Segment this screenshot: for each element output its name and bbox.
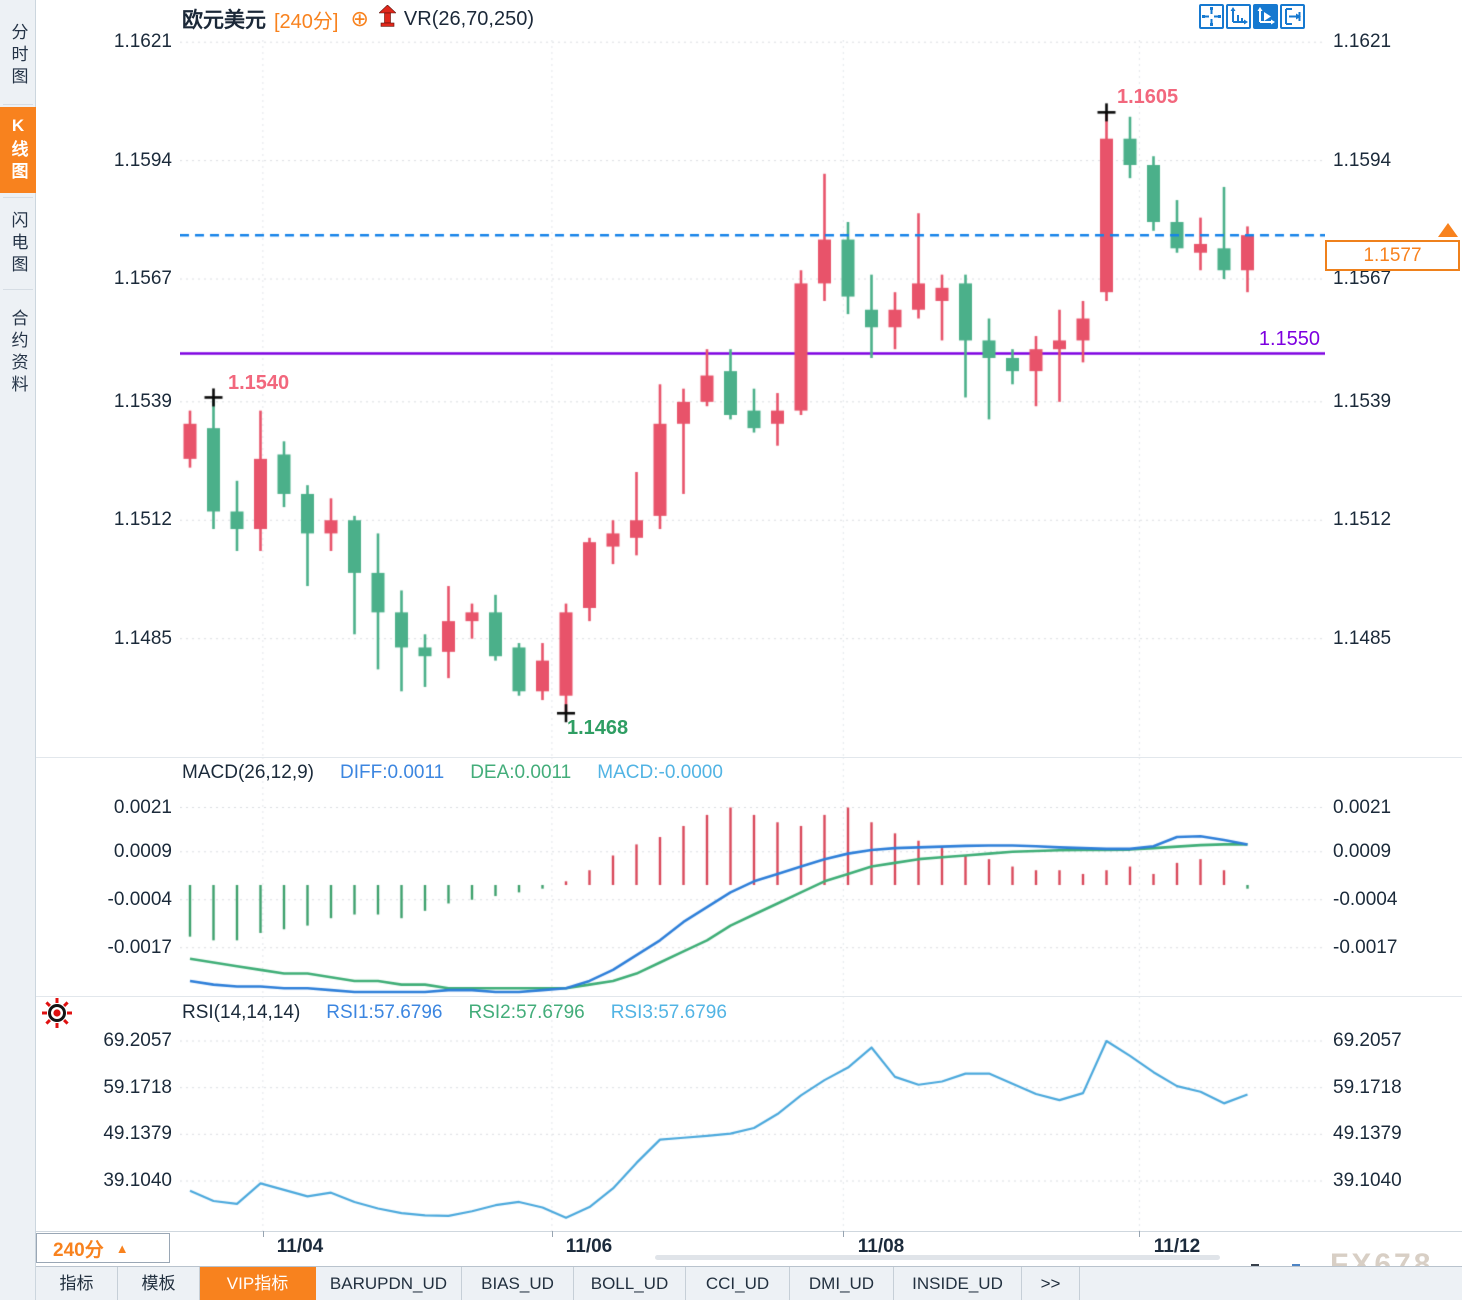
price-axis-label-left: 1.1539: [113, 390, 172, 412]
red-up-arrow-icon: [378, 4, 397, 33]
artifact-dash: [1251, 1264, 1259, 1267]
price-axis-label-right: 1.1621: [1333, 31, 1392, 53]
indicator-tab-bar: 指标 模板 VIP指标 BARUPDN_UD BIAS_UD BOLL_UD CCI_UD D…: [36, 1266, 1462, 1300]
swing-low-label-11468: 1.1468: [567, 717, 629, 739]
macd-axis-label-left: -0.0004: [107, 888, 172, 910]
rsi-title: RSI(14,14,14): [182, 1002, 301, 1023]
price-axis-label-right: 1.1485: [1333, 627, 1392, 649]
price-axis-label-right: 1.1539: [1333, 390, 1392, 412]
rsi-axis-label-left: 59.1718: [103, 1076, 172, 1098]
sidebar-separator: [3, 197, 33, 198]
tab-9[interactable]: INSIDE_UD: [894, 1267, 1022, 1300]
price-axis-label-right: 1.1567: [1333, 268, 1392, 290]
tab-5[interactable]: BIAS_UD: [462, 1267, 574, 1300]
date-axis-label: 11/12: [1153, 1236, 1201, 1257]
macd-axis-label-right: 0.0009: [1333, 840, 1392, 862]
artifact-dash: [1292, 1264, 1300, 1267]
macd-axis-label-right: -0.0004: [1333, 888, 1398, 910]
rsi-panel-canvas[interactable]: [180, 996, 1325, 1231]
horizontal-scrollbar[interactable]: [655, 1255, 1220, 1260]
add-indicator-icon[interactable]: ⊕: [350, 6, 369, 31]
date-axis-tick: [1139, 1231, 1140, 1237]
price-axis-label-right: 1.1512: [1333, 509, 1392, 531]
axis-play-tool-button[interactable]: [1253, 4, 1278, 29]
sidebar-separator: [3, 289, 33, 290]
support-line-label: 1.1550: [1258, 328, 1320, 350]
period-label: [240分]: [274, 10, 339, 33]
macd-legend: MACD(26,12,9) DIFF:0.0011 DEA:0.0011 MAC…: [182, 762, 723, 784]
tab-6[interactable]: BOLL_UD: [574, 1267, 686, 1300]
sidebar-tab-2[interactable]: K线图: [0, 107, 36, 193]
macd-axis-label-left: 0.0021: [113, 796, 172, 818]
price-axis-label-right: 1.1594: [1333, 149, 1392, 171]
period-selector-arrow-icon: ▲: [115, 1240, 129, 1256]
macd-panel-canvas[interactable]: [180, 757, 1325, 996]
macd-dea-value: DEA:0.0011: [470, 762, 572, 783]
price-axis-label-left: 1.1621: [113, 31, 172, 53]
candlestick-chart-canvas[interactable]: [180, 40, 1325, 757]
symbol-title: 欧元美元: [182, 9, 266, 32]
sidebar-separator: [3, 104, 33, 105]
sidebar-tab-4[interactable]: 合约资料: [8, 309, 28, 397]
rsi-legend: RSI(14,14,14) RSI1:57.6796 RSI2:57.6796 …: [182, 1002, 727, 1024]
macd-hist-value: MACD:-0.0000: [597, 762, 723, 783]
tab-2[interactable]: 模板: [118, 1267, 200, 1300]
panel-separator: [36, 757, 1462, 758]
price-axis-label-left: 1.1485: [113, 627, 172, 649]
macd-diff-value: DIFF:0.0011: [340, 762, 445, 783]
rsi-axis-label-left: 49.1379: [103, 1123, 172, 1145]
rsi-axis-label-right: 59.1718: [1333, 1076, 1402, 1098]
swing-high-label-11540: 1.1540: [228, 372, 290, 394]
date-axis-label: 11/06: [565, 1236, 613, 1257]
rsi2-value: RSI2:57.6796: [468, 1002, 585, 1023]
tab-4[interactable]: BARUPDN_UD: [316, 1267, 462, 1300]
chart-header: 欧元美元 [240分] ⊕ VR(26,70,250): [182, 4, 534, 34]
period-selector-label: 240分: [53, 1239, 104, 1261]
date-axis-label: 11/08: [857, 1236, 905, 1257]
swing-high-label-11605: 1.1605: [1117, 86, 1179, 108]
date-axis-tick: [263, 1231, 264, 1237]
tab-3[interactable]: VIP指标: [200, 1267, 316, 1300]
rsi1-value: RSI1:57.6796: [326, 1002, 443, 1023]
sidebar-tab-3[interactable]: 闪电图: [8, 211, 28, 277]
sidebar-tab-1[interactable]: 分时图: [8, 23, 28, 89]
tab-1[interactable]: 指标: [36, 1267, 118, 1300]
rsi-axis-label-right: 69.2057: [1333, 1030, 1402, 1051]
macd-title: MACD(26,12,9): [182, 762, 314, 783]
period-selector[interactable]: 240分 ▲: [36, 1233, 170, 1263]
alarm-sun-icon[interactable]: [40, 996, 74, 1035]
rsi-axis-label-right: 49.1379: [1333, 1123, 1402, 1145]
rsi-axis-label-left: 39.1040: [103, 1170, 172, 1191]
rsi-axis-label-left: 69.2057: [103, 1030, 172, 1051]
macd-axis-label-left: -0.0017: [107, 936, 172, 958]
price-up-arrow-icon: [1438, 223, 1458, 237]
panel-separator: [36, 1231, 1462, 1232]
crosshair-tool-button[interactable]: [1199, 4, 1224, 29]
last-price-box: 1.1577: [1325, 240, 1460, 271]
price-axis-label-left: 1.1567: [113, 268, 172, 290]
rsi3-value: RSI3:57.6796: [610, 1002, 727, 1023]
exit-right-tool-button[interactable]: [1280, 4, 1305, 29]
tab-7[interactable]: CCI_UD: [686, 1267, 790, 1300]
chart-toolbar: [1199, 4, 1305, 29]
date-axis-label: 11/04: [276, 1236, 324, 1257]
rsi-axis-label-right: 39.1040: [1333, 1170, 1402, 1191]
macd-axis-label-right: -0.0017: [1333, 936, 1398, 958]
date-axis-tick: [552, 1231, 553, 1237]
macd-axis-label-left: 0.0009: [113, 840, 172, 862]
panel-separator: [36, 996, 1462, 997]
price-axis-label-left: 1.1512: [113, 509, 172, 531]
price-axis-label-left: 1.1594: [113, 149, 172, 171]
macd-axis-label-right: 0.0021: [1333, 796, 1392, 818]
tab-8[interactable]: DMI_UD: [790, 1267, 894, 1300]
indicator-label: VR(26,70,250): [403, 7, 534, 30]
date-axis-tick: [843, 1231, 844, 1237]
tab-more-button[interactable]: >>: [1022, 1267, 1080, 1300]
axis-pan-tool-button[interactable]: [1226, 4, 1251, 29]
left-sidebar: 分时图 K线图闪电图合约资料: [0, 0, 36, 1300]
